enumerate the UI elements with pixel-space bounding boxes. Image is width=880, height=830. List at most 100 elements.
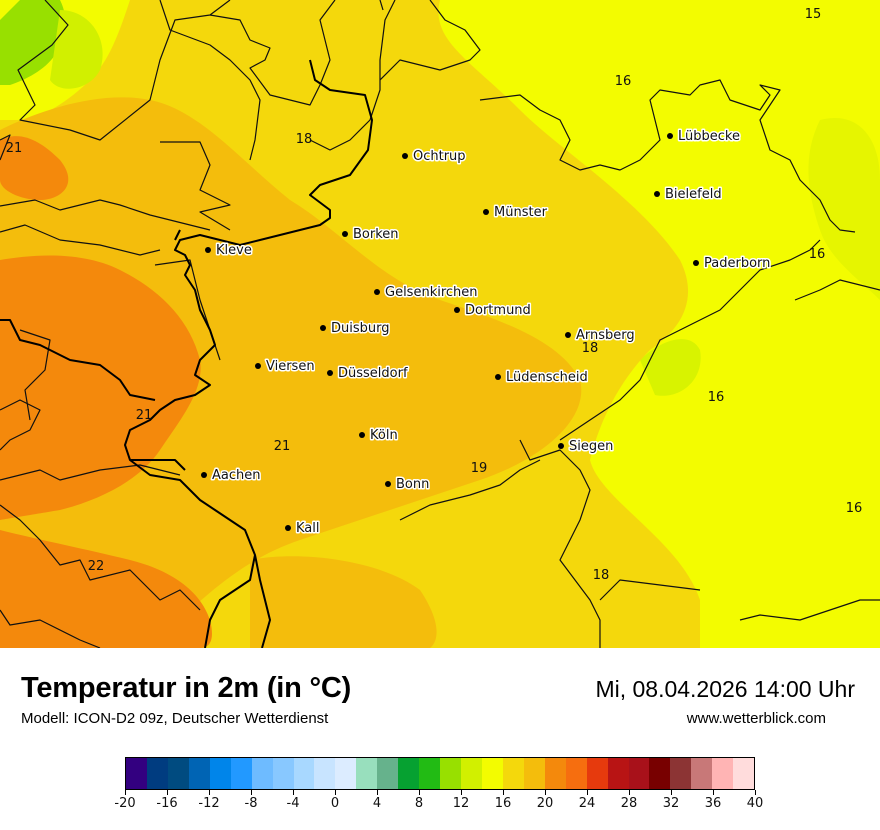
city-label: Kleve	[216, 243, 252, 258]
city-dot-icon	[495, 374, 501, 380]
colorbar-segment	[146, 758, 168, 789]
colorbar-tick-label: 28	[620, 796, 638, 811]
colorbar-tick-label: -8	[244, 796, 258, 811]
border-state-10	[0, 134, 11, 161]
city-label: Siegen	[569, 439, 613, 454]
colorbar-segment	[544, 758, 566, 789]
colorbar-segment	[586, 758, 608, 789]
city-dot-icon	[402, 153, 408, 159]
border-be-provinces-3	[0, 399, 41, 451]
colorbar-tick-label: -12	[198, 796, 220, 811]
border-nl-provinces	[17, 0, 231, 141]
city-marker[interactable]: Düsseldorf	[327, 365, 409, 383]
colorbar-tick	[586, 790, 588, 795]
colorbar-tick-label: 12	[452, 796, 470, 811]
colorbar-segment	[712, 758, 734, 789]
city-label: Dortmund	[465, 303, 531, 318]
contour-label: 16	[708, 390, 725, 405]
city-label: Kall	[296, 521, 320, 536]
colorbar-tick	[712, 790, 714, 795]
city-marker[interactable]: Viersen	[255, 358, 316, 376]
border-be-de-south	[254, 554, 271, 648]
contour-label: 18	[593, 568, 610, 583]
city-marker[interactable]: Arnsberg	[565, 327, 636, 345]
colorbar-segment	[502, 758, 524, 789]
city-label: Ochtrup	[413, 149, 466, 164]
colorbar-segment	[565, 758, 587, 789]
colorbar-segment	[314, 758, 336, 789]
border-country-3	[174, 229, 181, 241]
model-info: Modell: ICON-D2 09z, Deutscher Wetterdie…	[21, 710, 329, 727]
forecast-datetime: Mi, 08.04.2026 14:00 Uhr	[595, 676, 855, 702]
colorbar-tick-label: -4	[286, 796, 300, 811]
colorbar-segment	[188, 758, 210, 789]
city-dot-icon	[359, 432, 365, 438]
city-dot-icon	[320, 325, 326, 331]
colorbar-tick	[292, 790, 294, 795]
border-nrw-rlp	[399, 459, 541, 521]
city-marker[interactable]: Borken	[342, 226, 400, 244]
colorbar-tick-label: -16	[156, 796, 178, 811]
city-marker[interactable]: Kleve	[205, 242, 253, 260]
city-marker[interactable]: Ochtrup	[402, 148, 467, 166]
colorbar-tick	[670, 790, 672, 795]
colorbar-segment	[398, 758, 420, 789]
city-marker[interactable]: Bielefeld	[654, 186, 723, 204]
city-marker[interactable]: Paderborn	[693, 255, 772, 273]
contour-label: 19	[471, 461, 488, 476]
border-state-3	[0, 199, 211, 231]
border-lux	[0, 609, 101, 648]
border-state-4	[0, 224, 161, 256]
border-nrw-hessen-2	[559, 239, 821, 441]
colorbar-segment	[523, 758, 545, 789]
city-marker[interactable]: Bonn	[385, 476, 431, 494]
city-marker[interactable]: Gelsenkirchen	[374, 284, 479, 302]
city-marker[interactable]: Aachen	[201, 467, 262, 485]
border-be-provinces-2	[0, 504, 201, 611]
city-dot-icon	[255, 363, 261, 369]
city-label: Viersen	[266, 359, 315, 374]
map-canvas	[0, 0, 880, 648]
city-marker[interactable]: Münster	[483, 204, 549, 222]
city-marker[interactable]: Kall	[285, 520, 321, 538]
contour-label: 16	[615, 74, 632, 89]
colorbar-tick-label: -20	[114, 796, 136, 811]
colorbar-segment	[167, 758, 189, 789]
city-label: Düsseldorf	[338, 366, 408, 381]
contour-label: 18	[296, 132, 313, 147]
colorbar-tick	[460, 790, 462, 795]
city-dot-icon	[342, 231, 348, 237]
city-label: Lübbecke	[678, 129, 740, 144]
contour-label: 16	[809, 247, 826, 262]
city-marker[interactable]: Lübbecke	[667, 128, 741, 146]
city-marker[interactable]: Dortmund	[454, 302, 532, 320]
temperature-map[interactable]: 15 16 18 21 16 18 21 16 21 19 16 22 18 Ochtrup Lübbec…	[0, 0, 880, 648]
city-marker[interactable]: Siegen	[558, 438, 615, 456]
colorbar-segment	[733, 758, 755, 789]
border-de-nl-be	[124, 59, 373, 648]
city-dot-icon	[483, 209, 489, 215]
city-label: Duisburg	[331, 321, 390, 336]
colorbar-tick	[544, 790, 546, 795]
border-be-provinces-4	[19, 329, 51, 421]
colorbar-segment	[293, 758, 315, 789]
footer: Temperatur in 2m (in °C) Modell: ICON-D2…	[0, 648, 880, 830]
colorbar-segment	[481, 758, 503, 789]
colorbar-tick-label: 40	[746, 796, 764, 811]
colorbar-segment	[377, 758, 399, 789]
colorbar-ticks: -20 -16 -12 -8 -4 0 4 8 12 16 20 24 28 32 36 40	[114, 790, 763, 820]
city-marker[interactable]: Lüdenscheid	[495, 369, 589, 387]
colorbar-tick	[124, 790, 126, 795]
colorbar-tick-label: 4	[372, 796, 382, 811]
colorbar-tick	[376, 790, 378, 795]
city-marker[interactable]: Duisburg	[320, 320, 391, 338]
city-label: Münster	[494, 205, 548, 220]
city-marker[interactable]: Köln	[359, 427, 399, 445]
colorbar-segment	[272, 758, 294, 789]
contour-label: 21	[136, 408, 153, 423]
colorbar-tick	[502, 790, 504, 795]
city-dot-icon	[654, 191, 660, 197]
website-link[interactable]: www.wetterblick.com	[686, 710, 826, 727]
contour-label: 21	[274, 439, 291, 454]
colorbar-tick-label: 32	[662, 796, 680, 811]
